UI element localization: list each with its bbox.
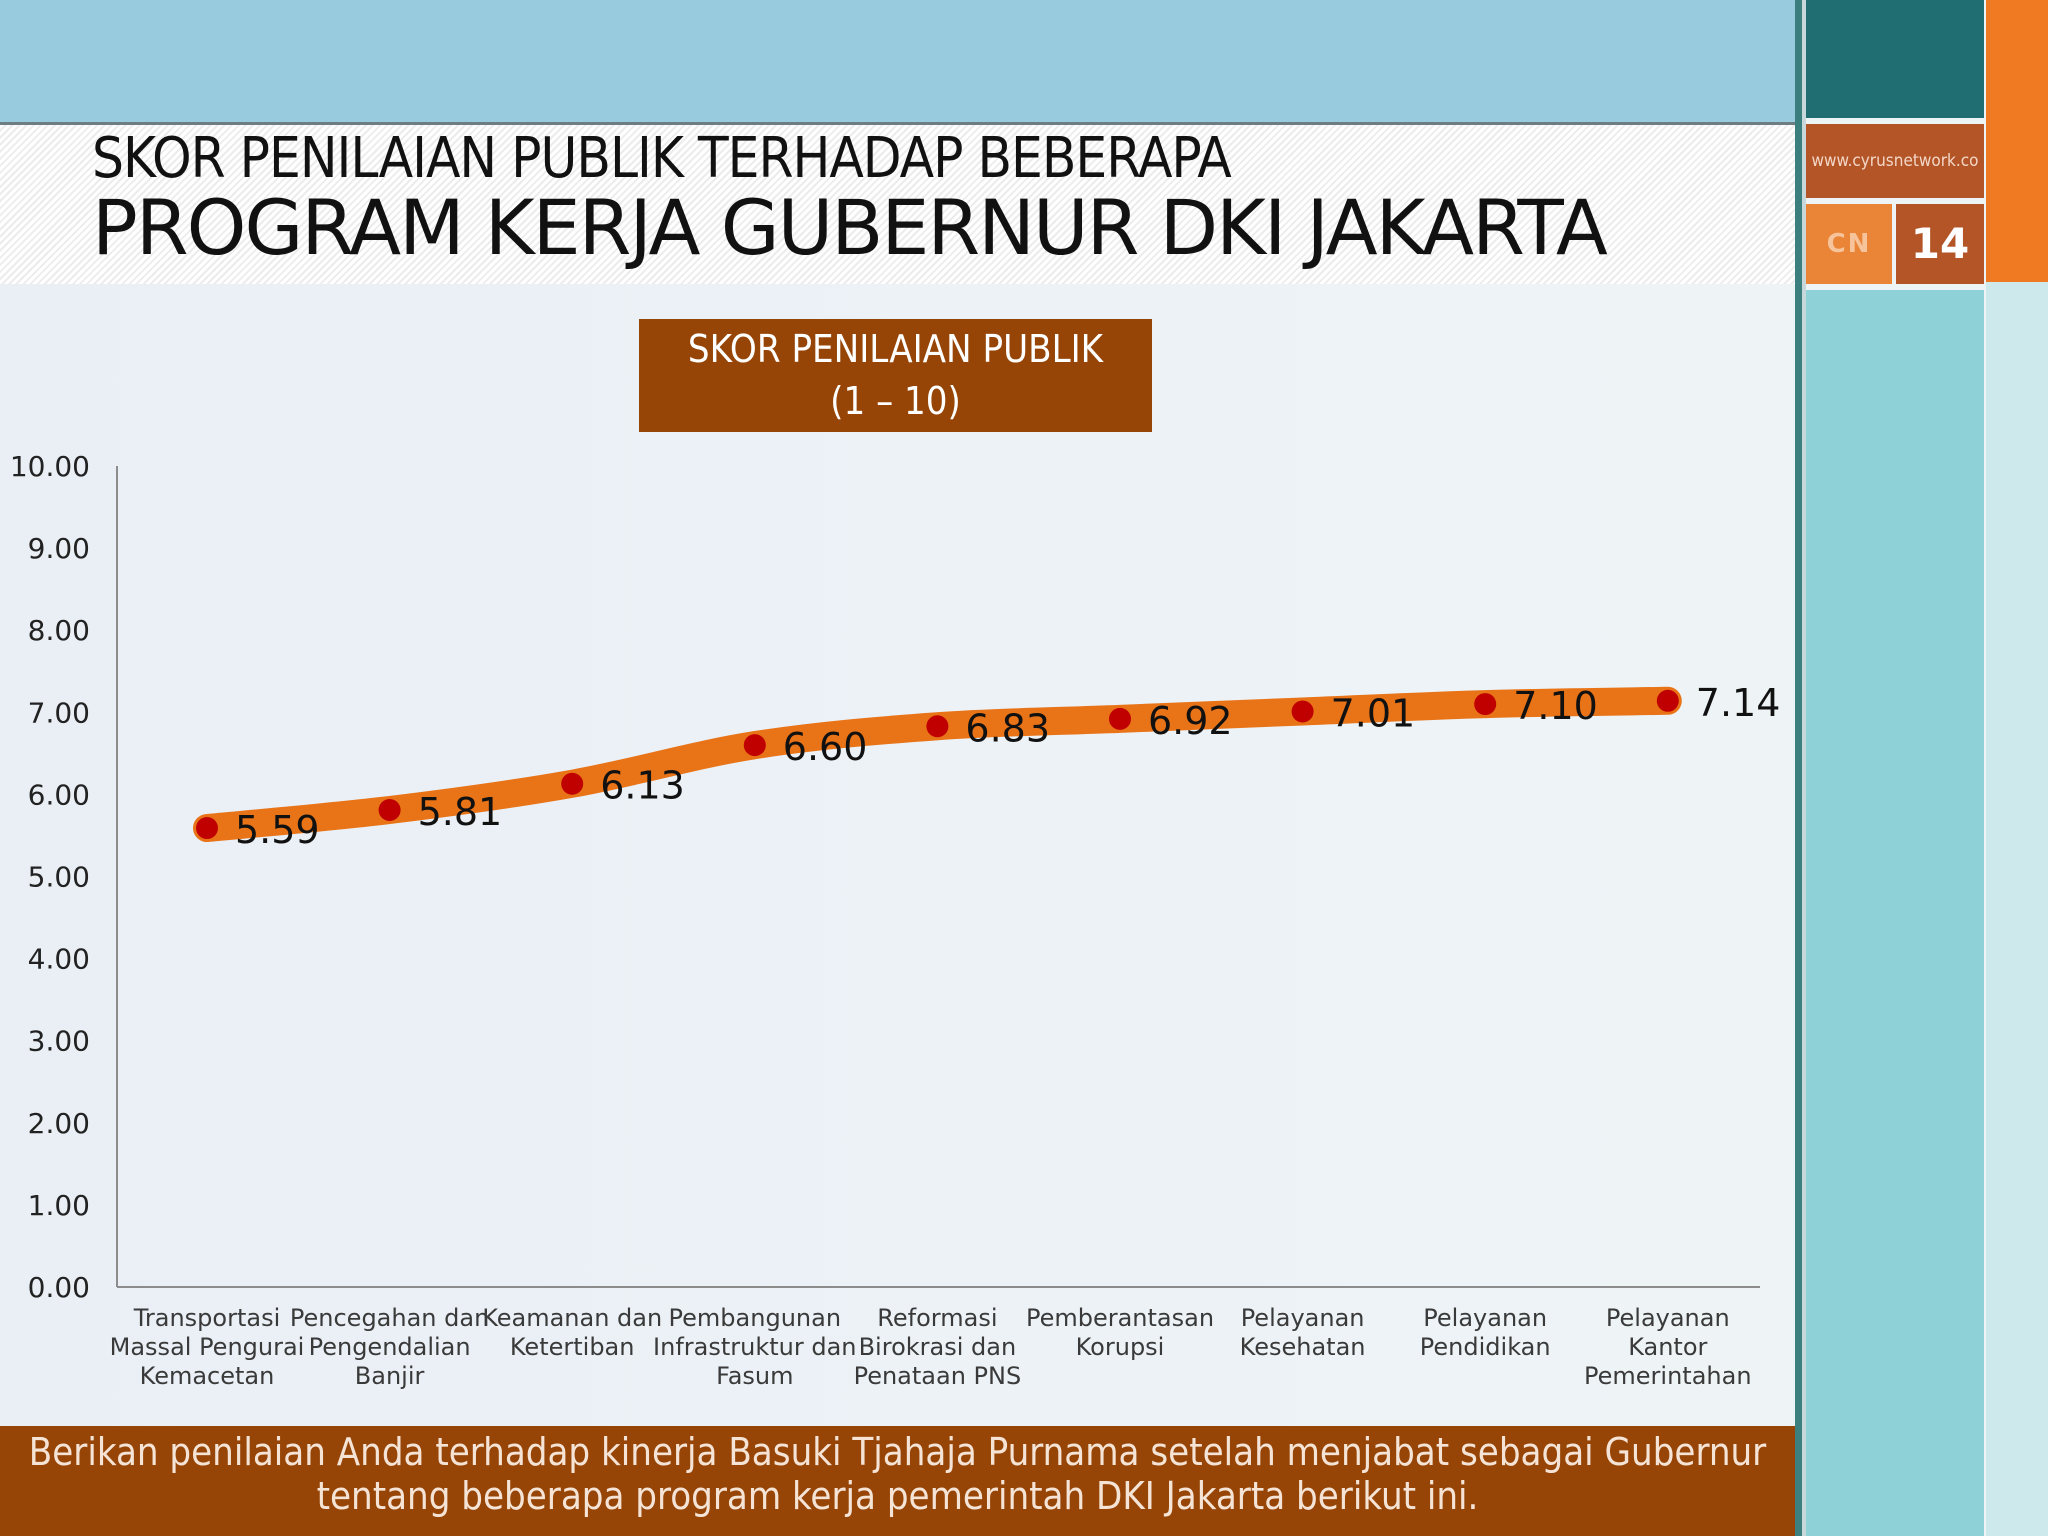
cyrus-network-logo: CN xyxy=(1806,204,1892,284)
x-category-label: Pelayanan Kesehatan xyxy=(1240,1304,1366,1361)
y-tick-label: 8.00 xyxy=(28,614,90,647)
x-category-label: Pencegahan dan Pengendalian Banjir xyxy=(290,1304,489,1390)
data-label: 7.10 xyxy=(1513,684,1598,728)
y-tick-label: 6.00 xyxy=(28,778,90,811)
data-point xyxy=(1109,707,1131,730)
data-label: 5.59 xyxy=(235,808,320,852)
light-teal-block xyxy=(1806,290,1984,1536)
y-tick-label: 10.00 xyxy=(10,450,90,483)
x-category-label: Pelayanan Pendidikan xyxy=(1420,1304,1551,1361)
legend-line2: (1 – 10) xyxy=(830,379,961,423)
data-label: 6.13 xyxy=(600,764,685,808)
x-category-label: Reformasi Birokrasi dan Penataan PNS xyxy=(854,1304,1022,1390)
line-chart: 0.00 1.00 2.00 3.00 4.00 5.00 6.00 7.00 8.00 9.00… xyxy=(10,450,1781,1390)
right-divider-gap xyxy=(1802,0,1806,1536)
data-point xyxy=(1291,700,1314,723)
data-label: 6.60 xyxy=(783,725,868,769)
data-point xyxy=(196,817,218,840)
y-tick-label: 4.00 xyxy=(28,943,90,976)
legend-line1: SKOR PENILAIAN PUBLIK xyxy=(687,327,1104,371)
data-label: 6.92 xyxy=(1148,699,1233,743)
y-tick-label: 5.00 xyxy=(28,861,90,894)
data-label: 7.14 xyxy=(1696,681,1781,725)
data-point xyxy=(378,798,401,821)
teal-block xyxy=(1806,0,1984,118)
footer-line1: Berikan penilaian Anda terhadap kinerja … xyxy=(28,1430,1767,1474)
data-label: 6.83 xyxy=(965,706,1050,750)
footer-band xyxy=(0,1426,1795,1536)
x-category-label: Keamanan dan Ketertiban xyxy=(482,1304,662,1361)
y-tick-label: 1.00 xyxy=(28,1189,90,1222)
x-category-label: Pemberantasan Korupsi xyxy=(1026,1304,1214,1361)
right-divider xyxy=(1795,0,1802,1536)
chart-legend: SKOR PENILAIAN PUBLIK (1 – 10) xyxy=(639,319,1152,432)
pale-edge-block xyxy=(1986,282,2048,1536)
slide-title-line1: SKOR PENILAIAN PUBLIK TERHADAP BEBERAPA xyxy=(92,126,1232,191)
title-band xyxy=(0,122,1795,287)
website-url[interactable]: www.cyrusnetwork.co xyxy=(1806,124,1984,198)
top-band xyxy=(0,0,1795,122)
page-number: 14 xyxy=(1896,204,1984,284)
y-tick-label: 9.00 xyxy=(28,532,90,565)
y-tick-label: 2.00 xyxy=(28,1107,90,1140)
y-tick-label: 3.00 xyxy=(28,1025,90,1058)
data-label: 5.81 xyxy=(418,790,503,834)
chart-area-background xyxy=(0,284,1795,1426)
orange-edge-block xyxy=(1986,0,2048,282)
data-point xyxy=(743,734,766,757)
slide-title-line2: PROGRAM KERJA GUBERNUR DKI JAKARTA xyxy=(92,183,1608,272)
y-tick-label: 0.00 xyxy=(28,1271,90,1304)
footer-line2: tentang beberapa program kerja pemerinta… xyxy=(316,1474,1479,1518)
data-label: 7.01 xyxy=(1331,691,1416,735)
footer-question: Berikan penilaian Anda terhadap kinerja … xyxy=(0,1430,1795,1518)
x-category-label: Transportasi Massal Pengurai Kemacetan xyxy=(110,1304,305,1390)
x-category-label: Pembangunan Infrastruktur dan Fasum xyxy=(653,1304,856,1390)
data-point xyxy=(1474,693,1497,716)
data-point xyxy=(926,715,949,738)
data-point xyxy=(1656,689,1679,712)
data-point xyxy=(561,772,584,795)
x-category-label: Pelayanan Kantor Pemerintahan xyxy=(1584,1304,1752,1390)
y-tick-label: 7.00 xyxy=(28,696,90,729)
